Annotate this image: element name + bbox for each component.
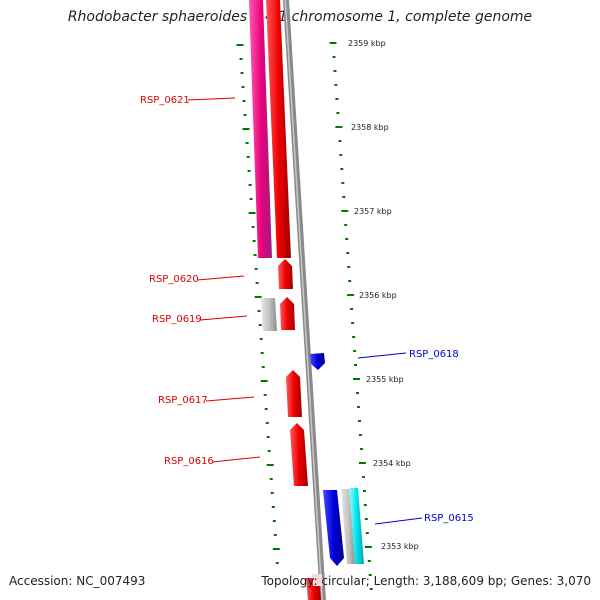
gene-rsp-0617: [286, 370, 302, 417]
gene-rsp-0619: [280, 297, 295, 330]
scale-label-2353: 2353 kbp: [381, 542, 419, 551]
gene-label-rsp-0621: RSP_0621: [140, 95, 190, 106]
gene-rsp-0619-grey: [261, 298, 277, 331]
gene-label-rsp-0619: RSP_0619: [152, 314, 202, 325]
gene-rsp-0621-pink: [249, 0, 272, 258]
scale-label-2357: 2357 kbp: [354, 207, 392, 216]
gene-label-rsp-0615: RSP_0615: [424, 513, 474, 524]
scale-label-2358: 2358 kbp: [351, 123, 389, 132]
gene-label-rsp-0620: RSP_0620: [149, 274, 199, 285]
gene-bottom-faint: [312, 574, 323, 586]
leader-rsp-0619: [199, 315, 248, 321]
scale-label-2355: 2355 kbp: [366, 375, 404, 384]
gene-label-rsp-0616: RSP_0616: [164, 456, 214, 467]
accession-text: Accession: NC_007493: [9, 574, 146, 588]
gene-label-rsp-0618: RSP_0618: [409, 349, 459, 360]
scale-label-2356: 2356 kbp: [359, 291, 397, 300]
scale-label-2359: 2359 kbp: [348, 39, 386, 48]
scale-label-2354: 2354 kbp: [373, 459, 411, 468]
gene-grey-near-rsp-0615: [341, 489, 356, 564]
topology-text: Topology: circular; Length: 3,188,609 bp…: [261, 574, 591, 588]
gene-label-rsp-0617: RSP_0617: [158, 395, 208, 406]
leader-rsp-0616: [211, 456, 261, 463]
gene-rsp-0618: [310, 353, 325, 370]
leader-rsp-0617: [205, 396, 255, 402]
backbone-highlight: [284, 0, 323, 600]
leader-rsp-0615: [374, 517, 423, 525]
leader-rsp-0618: [357, 352, 407, 359]
map-title: Rhodobacter sphaeroides 2.4.1 chromosome…: [67, 9, 533, 25]
gene-rsp-0621-red: [266, 0, 291, 258]
gene-rsp-0620: [278, 259, 293, 289]
gene-rsp-0615: [323, 490, 344, 566]
gene-rsp-0616: [290, 423, 308, 486]
leader-rsp-0621: [187, 97, 236, 101]
gene-cyan-near-rsp-0615: [349, 488, 364, 564]
leader-rsp-0620: [196, 275, 245, 281]
tick-marks: [236, 42, 373, 590]
